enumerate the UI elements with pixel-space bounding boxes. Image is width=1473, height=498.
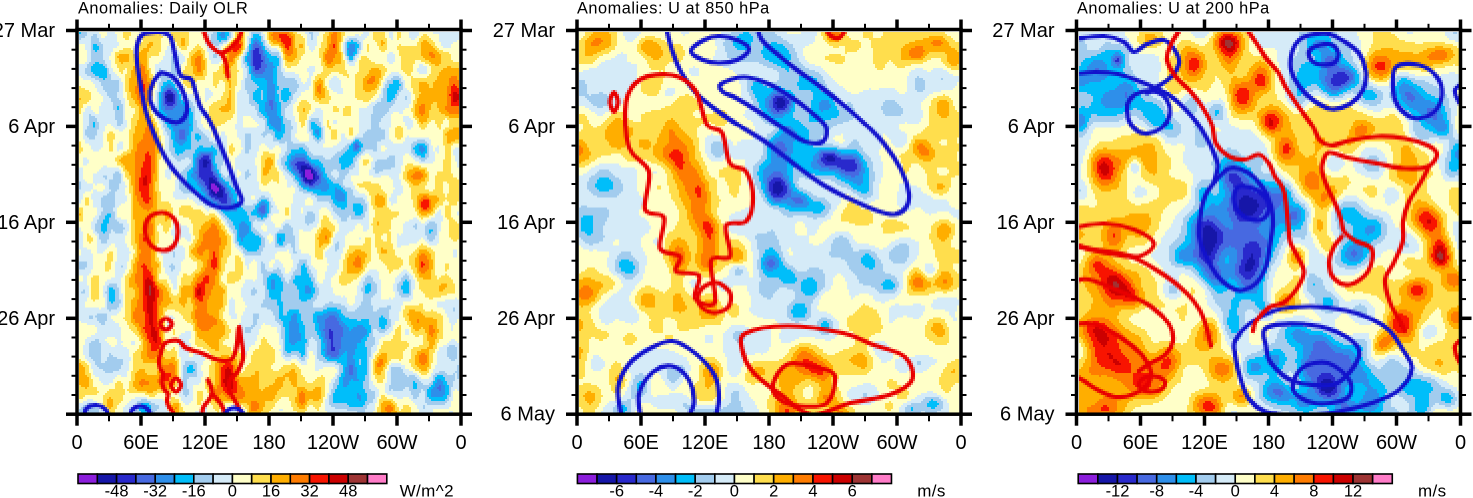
svg-text:-32: -32 [143, 483, 167, 498]
svg-text:m/s: m/s [917, 482, 946, 498]
svg-text:6 Apr: 6 Apr [8, 116, 55, 138]
svg-text:4: 4 [1270, 483, 1279, 498]
svg-text:-48: -48 [105, 483, 129, 498]
svg-text:180: 180 [752, 432, 785, 454]
svg-text:60E: 60E [623, 432, 659, 454]
svg-text:26 Apr: 26 Apr [497, 308, 555, 330]
svg-text:6 Apr: 6 Apr [1008, 116, 1055, 138]
svg-text:-6: -6 [609, 483, 624, 498]
svg-text:4: 4 [808, 483, 817, 498]
svg-text:0: 0 [1231, 483, 1240, 498]
svg-text:6 Apr: 6 Apr [508, 116, 555, 138]
svg-text:Anomalies: U at 850 hPa: Anomalies: U at 850 hPa [577, 0, 770, 18]
svg-text:60E: 60E [1123, 432, 1159, 454]
svg-text:16 Apr: 16 Apr [997, 212, 1055, 234]
svg-text:48: 48 [339, 483, 357, 498]
svg-text:6 May: 6 May [1000, 404, 1054, 426]
svg-text:0: 0 [455, 432, 466, 454]
svg-text:120W: 120W [807, 432, 859, 454]
svg-text:32: 32 [300, 483, 318, 498]
svg-text:27 Mar: 27 Mar [493, 20, 556, 42]
svg-text:60W: 60W [376, 432, 417, 454]
svg-text:-8: -8 [1149, 483, 1164, 498]
svg-text:120E: 120E [682, 432, 729, 454]
svg-text:180: 180 [1252, 432, 1285, 454]
svg-text:0: 0 [955, 432, 966, 454]
svg-text:120W: 120W [1306, 432, 1358, 454]
svg-text:120W: 120W [307, 432, 359, 454]
svg-text:-12: -12 [1106, 483, 1130, 498]
svg-text:60E: 60E [123, 432, 159, 454]
svg-text:Anomalies: Daily OLR: Anomalies: Daily OLR [78, 0, 248, 18]
svg-text:0: 0 [71, 432, 82, 454]
svg-text:-4: -4 [1189, 483, 1204, 498]
svg-text:0: 0 [730, 483, 739, 498]
svg-text:0: 0 [1071, 432, 1082, 454]
svg-text:16 Apr: 16 Apr [0, 212, 55, 234]
svg-text:120E: 120E [182, 432, 229, 454]
svg-text:m/s: m/s [1418, 482, 1447, 498]
svg-text:6 May: 6 May [501, 404, 555, 426]
svg-text:26 Apr: 26 Apr [997, 308, 1055, 330]
svg-text:12: 12 [1344, 483, 1362, 498]
svg-text:26 Apr: 26 Apr [0, 308, 55, 330]
svg-text:60W: 60W [876, 432, 917, 454]
svg-text:0: 0 [1455, 432, 1466, 454]
svg-text:Anomalies: U at 200 hPa: Anomalies: U at 200 hPa [1077, 0, 1270, 18]
svg-text:120E: 120E [1181, 432, 1228, 454]
svg-text:8: 8 [1309, 483, 1318, 498]
svg-text:-4: -4 [649, 483, 664, 498]
svg-text:180: 180 [252, 432, 285, 454]
svg-text:W/m^2: W/m^2 [400, 482, 454, 498]
svg-text:27 Mar: 27 Mar [0, 20, 55, 42]
svg-text:-2: -2 [688, 483, 703, 498]
svg-text:0: 0 [571, 432, 582, 454]
svg-text:16: 16 [262, 483, 280, 498]
svg-text:-16: -16 [182, 483, 206, 498]
svg-text:0: 0 [228, 483, 237, 498]
svg-text:2: 2 [769, 483, 778, 498]
svg-text:60W: 60W [1376, 432, 1417, 454]
svg-text:6: 6 [848, 483, 857, 498]
svg-text:27 Mar: 27 Mar [992, 20, 1055, 42]
svg-text:16 Apr: 16 Apr [497, 212, 555, 234]
